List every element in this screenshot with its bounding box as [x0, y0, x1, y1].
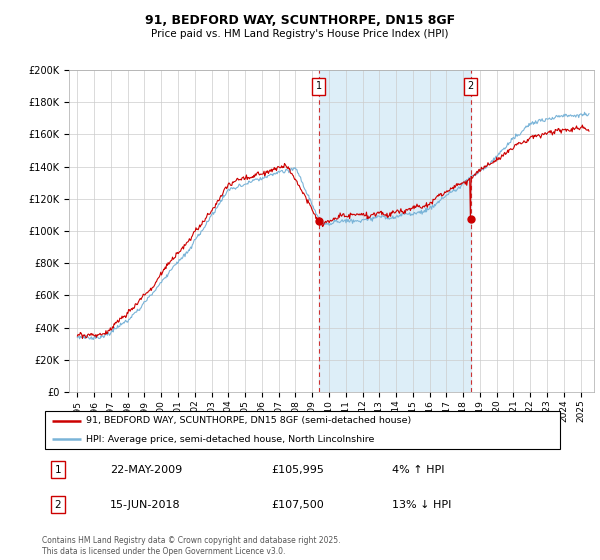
Text: 91, BEDFORD WAY, SCUNTHORPE, DN15 8GF (semi-detached house): 91, BEDFORD WAY, SCUNTHORPE, DN15 8GF (s…: [86, 416, 412, 425]
Text: 15-JUN-2018: 15-JUN-2018: [110, 500, 181, 510]
Text: 2: 2: [467, 81, 474, 91]
Text: £105,995: £105,995: [272, 465, 325, 475]
Text: 91, BEDFORD WAY, SCUNTHORPE, DN15 8GF: 91, BEDFORD WAY, SCUNTHORPE, DN15 8GF: [145, 14, 455, 27]
Text: HPI: Average price, semi-detached house, North Lincolnshire: HPI: Average price, semi-detached house,…: [86, 435, 375, 444]
Bar: [319, 70, 471, 392]
Text: 1: 1: [55, 465, 61, 475]
Text: 2: 2: [55, 500, 61, 510]
Text: 4% ↑ HPI: 4% ↑ HPI: [392, 465, 444, 475]
FancyBboxPatch shape: [44, 411, 560, 449]
Text: 1: 1: [316, 81, 322, 91]
Text: 22-MAY-2009: 22-MAY-2009: [110, 465, 182, 475]
Text: 13% ↓ HPI: 13% ↓ HPI: [392, 500, 451, 510]
Text: Contains HM Land Registry data © Crown copyright and database right 2025.
This d: Contains HM Land Registry data © Crown c…: [42, 536, 341, 556]
Text: Price paid vs. HM Land Registry's House Price Index (HPI): Price paid vs. HM Land Registry's House …: [151, 29, 449, 39]
Text: £107,500: £107,500: [272, 500, 325, 510]
